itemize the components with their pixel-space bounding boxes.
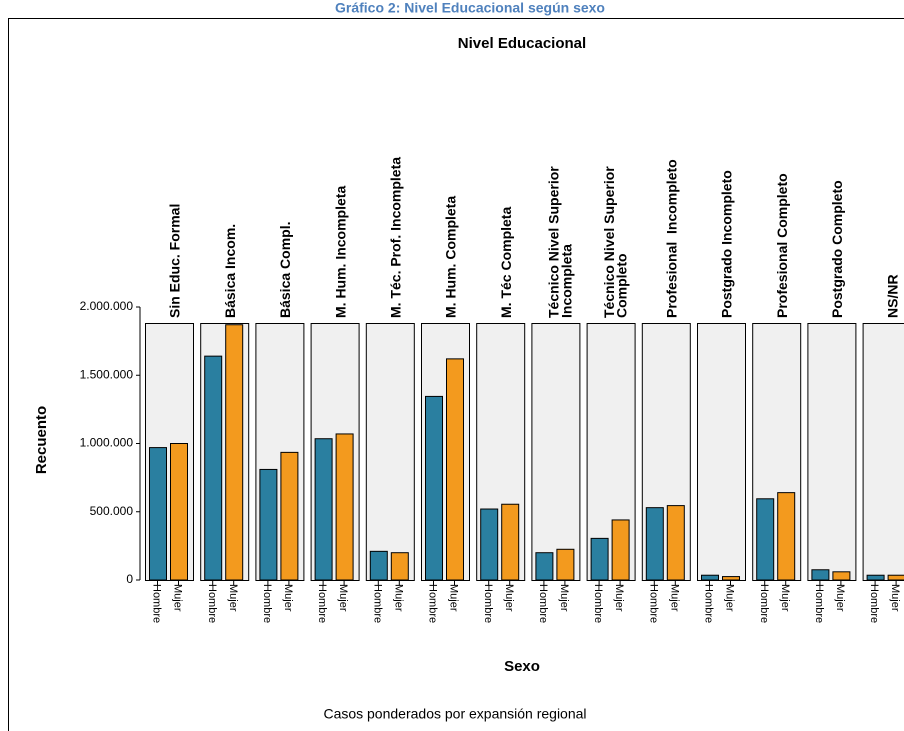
- panel-label: Postgrado Completo: [829, 180, 845, 318]
- panel-label: Básica Incom.: [222, 224, 238, 318]
- x-tick-label: Hombre: [813, 584, 825, 623]
- panel-label: Sin Educ. Formal: [167, 204, 183, 318]
- bar: [811, 569, 830, 581]
- bar: [722, 576, 740, 581]
- x-tick-label: Mujer: [834, 584, 846, 612]
- x-tick-label: Hombre: [261, 584, 273, 623]
- x-tick-label: Hombre: [206, 584, 218, 623]
- x-tick-label: Hombre: [427, 584, 439, 623]
- x-tick-label: Mujer: [724, 584, 736, 612]
- bar: [280, 451, 299, 581]
- x-tick-label: Mujer: [172, 584, 184, 612]
- x-tick-label: Hombre: [316, 584, 328, 623]
- panel: [862, 323, 904, 581]
- x-tick-label: Mujer: [337, 584, 349, 612]
- x-tick-label: Mujer: [558, 584, 570, 612]
- x-axis-label: Sexo: [504, 658, 540, 675]
- x-tick-label: Hombre: [868, 584, 880, 623]
- panel: [697, 323, 746, 581]
- panel: [531, 323, 581, 581]
- panel: [807, 323, 857, 581]
- x-tick-label: Hombre: [703, 584, 715, 623]
- y-axis-label: Recuento: [33, 406, 50, 474]
- panel-label: M. Hum. Incompleta: [332, 186, 348, 318]
- x-tick-label: Mujer: [779, 584, 791, 612]
- bar: [369, 550, 388, 581]
- bar: [666, 505, 685, 581]
- x-tick-label: Mujer: [282, 584, 294, 612]
- chart-title: Gráfico 2: Nivel Educacional según sexo: [335, 0, 605, 16]
- bar: [170, 443, 188, 581]
- y-tick-label: 500.000: [90, 504, 134, 518]
- bar: [556, 548, 575, 581]
- bar: [777, 492, 796, 581]
- bar: [501, 503, 520, 581]
- bar: [446, 358, 464, 581]
- bar: [590, 537, 609, 581]
- panel-label: M. Hum. Completa: [443, 196, 459, 318]
- y-tick-label: 1.000.000: [80, 436, 134, 450]
- bar: [645, 507, 664, 581]
- y-tick-label: 1.500.000: [80, 367, 134, 381]
- bar: [149, 447, 167, 581]
- panel-label: Profesional Incompleto: [664, 159, 680, 318]
- panel: [365, 323, 415, 581]
- bar: [611, 519, 630, 581]
- bar: [832, 571, 851, 581]
- x-tick-label: Mujer: [392, 584, 404, 612]
- bar: [225, 324, 244, 581]
- x-tick-label: Hombre: [482, 584, 494, 623]
- panel-label: M. Téc Completa: [498, 207, 514, 318]
- x-tick-label: Hombre: [592, 584, 604, 623]
- x-tick-label: Mujer: [503, 584, 515, 612]
- facet-label: Nivel Educacional: [458, 35, 586, 52]
- bar: [866, 574, 885, 581]
- bar: [756, 498, 775, 581]
- x-tick-label: Mujer: [668, 584, 680, 612]
- bar: [390, 552, 409, 581]
- bar: [259, 468, 278, 581]
- x-tick-label: Hombre: [758, 584, 770, 623]
- x-tick-label: Hombre: [151, 584, 163, 623]
- bar: [480, 508, 499, 581]
- panel-label: Postgrado Incompleto: [719, 170, 735, 318]
- bar: [314, 438, 333, 581]
- panel-label: Básica Compl.: [277, 222, 293, 318]
- panel-label: Profesional Completo: [774, 173, 790, 318]
- bar: [887, 574, 904, 581]
- bar: [535, 552, 554, 581]
- footnote: Casos ponderados por expansión regional: [323, 706, 586, 722]
- y-tick-label: 2.000.000: [80, 299, 134, 313]
- bar: [701, 574, 719, 581]
- panel-label: M. Téc. Prof. Incompleta: [388, 157, 404, 318]
- panel-label: Técnico Nivel SuperiorCompleto: [601, 166, 630, 318]
- x-tick-label: Hombre: [371, 584, 383, 623]
- panel-label: Técnico Nivel SuperiorIncompleta: [545, 166, 574, 318]
- x-tick-label: Mujer: [448, 584, 460, 612]
- x-tick-label: Mujer: [889, 584, 901, 612]
- y-tick-label: 0: [126, 572, 133, 586]
- panel-label: NS/NR: [884, 274, 900, 318]
- x-tick-label: Mujer: [227, 584, 239, 612]
- x-tick-label: Hombre: [647, 584, 659, 623]
- x-tick-label: Mujer: [613, 584, 625, 612]
- bar: [425, 395, 443, 581]
- x-tick-label: Hombre: [537, 584, 549, 623]
- bar: [335, 433, 354, 581]
- bar: [204, 355, 223, 581]
